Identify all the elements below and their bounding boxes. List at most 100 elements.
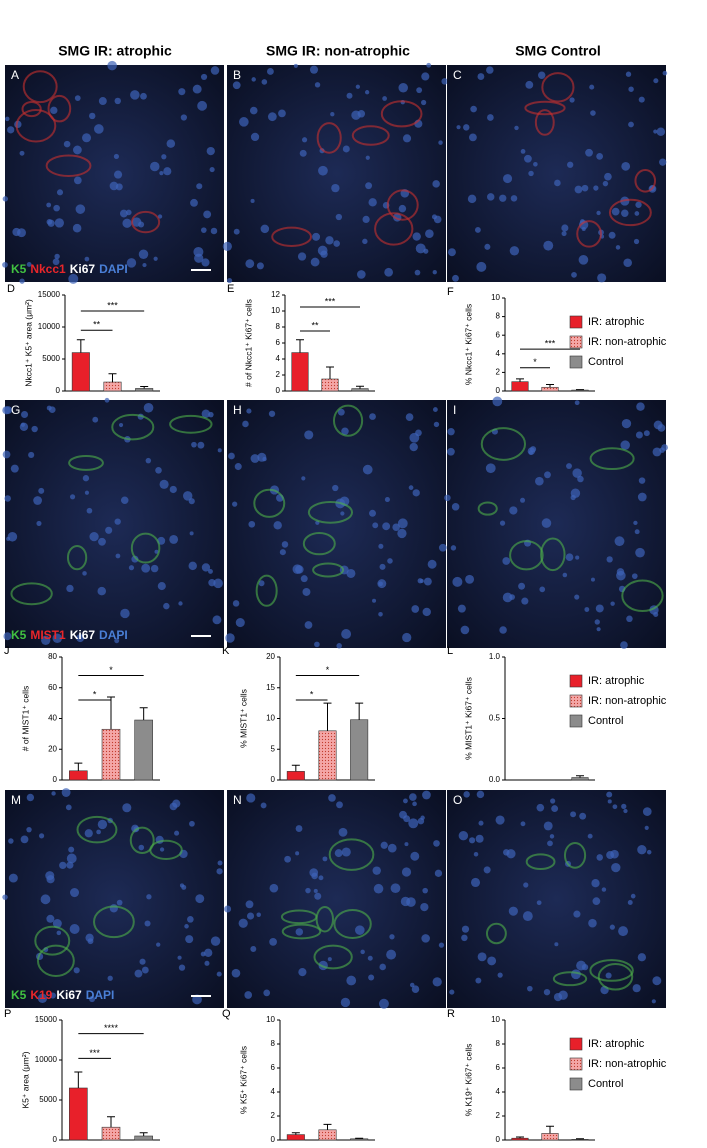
stain-label: DAPI xyxy=(99,262,128,276)
nucleus xyxy=(54,218,65,228)
nucleus xyxy=(177,955,182,960)
error-bar xyxy=(74,762,83,771)
y-tick-label: 0 xyxy=(53,775,58,784)
structure xyxy=(315,906,335,933)
nucleus xyxy=(514,125,519,131)
nucleus xyxy=(190,198,198,207)
nucleus xyxy=(565,553,574,562)
nucleus xyxy=(225,633,235,643)
nucleus xyxy=(56,189,64,196)
nucleus xyxy=(298,968,307,977)
nucleus xyxy=(114,97,121,105)
nucleus xyxy=(109,904,118,913)
structure xyxy=(45,154,92,178)
nucleus xyxy=(656,127,666,137)
nucleus xyxy=(250,198,255,204)
error-bar xyxy=(107,696,115,730)
nucleus xyxy=(566,463,572,470)
nucleus xyxy=(588,918,597,928)
nucleus xyxy=(452,274,459,282)
structure xyxy=(328,838,375,871)
y-tick-label: 0 xyxy=(271,775,276,784)
nucleus xyxy=(460,625,470,635)
error-bar xyxy=(139,707,148,721)
nucleus xyxy=(621,803,627,810)
nucleus xyxy=(529,446,537,453)
nucleus xyxy=(217,860,223,866)
nucleus xyxy=(484,243,491,250)
nucleus xyxy=(432,180,440,188)
nucleus xyxy=(7,126,15,134)
nucleus xyxy=(163,167,172,176)
nucleus xyxy=(140,92,147,100)
nucleus xyxy=(122,218,132,228)
column-header: SMG IR: atrophic xyxy=(58,43,172,59)
nucleus xyxy=(461,925,470,933)
nucleus xyxy=(607,799,612,804)
nucleus xyxy=(633,520,638,526)
y-axis-label: K5⁺ area (μm²) xyxy=(20,1051,30,1108)
y-tick-label: 10 xyxy=(271,306,280,315)
panel-letter: B xyxy=(233,68,241,82)
nucleus xyxy=(297,252,307,261)
nucleus xyxy=(365,155,370,160)
nucleus xyxy=(384,496,390,503)
significance-label: ** xyxy=(93,320,101,330)
nucleus xyxy=(228,452,235,460)
error-bar xyxy=(291,764,300,772)
nucleus xyxy=(37,993,48,1003)
nucleus xyxy=(521,597,529,605)
nucleus xyxy=(625,71,632,77)
legend-swatch xyxy=(569,1077,583,1091)
nucleus xyxy=(172,799,181,808)
nucleus xyxy=(201,409,211,419)
nucleus xyxy=(302,587,311,596)
nucleus xyxy=(107,60,117,71)
nucleus xyxy=(509,506,518,515)
structure xyxy=(576,220,602,248)
nucleus xyxy=(304,430,314,440)
nucleus xyxy=(620,641,628,649)
nucleus xyxy=(402,134,412,143)
nucleus xyxy=(387,558,393,564)
bar xyxy=(511,381,529,392)
nucleus xyxy=(341,427,349,435)
significance-label: *** xyxy=(545,339,556,349)
nucleus xyxy=(601,887,607,892)
nucleus xyxy=(201,563,211,572)
nucleus xyxy=(107,975,113,981)
y-tick-label: 5 xyxy=(271,744,276,753)
bar xyxy=(134,719,153,781)
nucleus xyxy=(574,594,580,600)
nucleus xyxy=(122,803,132,813)
nucleus xyxy=(635,547,645,558)
nucleus xyxy=(409,982,415,988)
nucleus xyxy=(355,925,365,935)
nucleus xyxy=(520,149,526,154)
y-tick-label: 8 xyxy=(496,1039,501,1048)
nucleus xyxy=(606,851,615,860)
nucleus xyxy=(397,518,408,529)
y-tick-label: 10 xyxy=(266,714,275,723)
nucleus xyxy=(421,934,430,943)
nucleus xyxy=(2,894,8,900)
nucleus xyxy=(527,985,533,992)
nucleus xyxy=(113,170,123,179)
nucleus xyxy=(623,258,632,268)
nucleus xyxy=(125,209,132,216)
bar xyxy=(321,378,339,392)
nucleus xyxy=(8,873,18,883)
structure xyxy=(111,413,155,441)
nucleus xyxy=(612,804,618,810)
nucleus xyxy=(231,968,241,978)
nucleus xyxy=(82,571,87,576)
nucleus xyxy=(293,63,298,68)
nucleus xyxy=(69,924,80,934)
nucleus xyxy=(368,198,377,207)
y-tick-label: 60 xyxy=(48,683,57,692)
bar xyxy=(103,381,122,392)
error-bar xyxy=(576,1138,584,1140)
nucleus xyxy=(138,844,145,851)
nucleus xyxy=(415,243,426,254)
nucleus xyxy=(232,600,240,607)
